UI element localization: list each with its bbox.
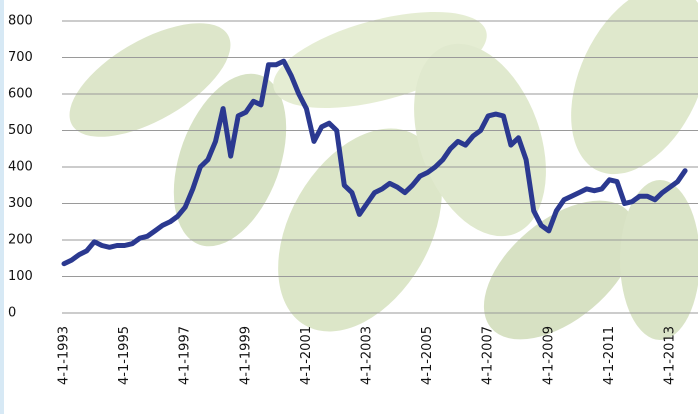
y-tick-label: 600: [8, 87, 33, 102]
x-tick-label: 4-1-2011: [602, 326, 617, 385]
x-tick-label: 4-1-1993: [57, 326, 72, 385]
x-tick-label: 4-1-2013: [663, 326, 678, 385]
y-tick-label: 800: [8, 14, 33, 29]
leaf-background: [52, 0, 698, 366]
y-tick-label: 100: [8, 269, 33, 284]
y-tick-label: 0: [8, 306, 16, 321]
chart: 0 100 200 300 400 500 600 700 800 4-1-1993 4-1-199…: [0, 0, 698, 414]
x-tick-label: 4-1-2007: [481, 326, 496, 385]
x-tick-label: 4-1-2009: [541, 326, 556, 385]
x-tick-label: 4-1-2001: [299, 326, 314, 385]
y-tick-label: 700: [8, 50, 33, 65]
x-tick-label: 4-1-1997: [178, 326, 193, 385]
x-tick-label: 4-1-2005: [420, 326, 435, 385]
y-tick-label: 500: [8, 123, 33, 138]
x-tick-label: 4-1-1995: [117, 326, 132, 385]
y-tick-label: 200: [8, 233, 33, 248]
x-tick-label: 4-1-2003: [360, 326, 375, 385]
left-strip: [0, 0, 4, 414]
y-tick-label: 300: [8, 196, 33, 211]
x-tick-label: 4-1-1999: [238, 326, 253, 385]
y-tick-label: 400: [8, 160, 33, 175]
